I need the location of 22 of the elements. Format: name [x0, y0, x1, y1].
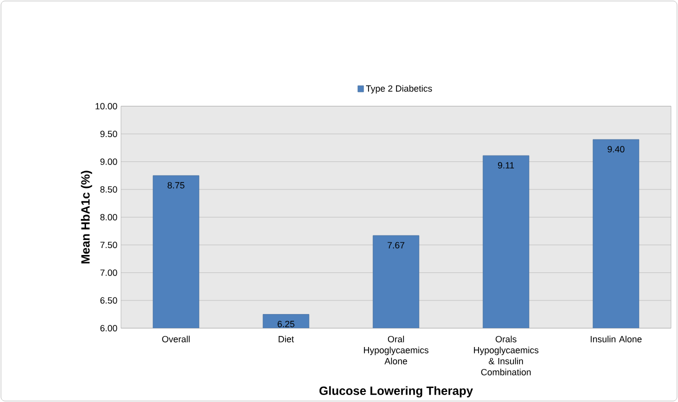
y-tick-label: 6.50	[100, 297, 118, 304]
data-label: 7.67	[388, 242, 404, 248]
y-tick-label: 7.50	[100, 242, 118, 248]
data-label: 9.11	[498, 162, 514, 168]
x-tick-label: Insulin Alone	[590, 336, 642, 342]
x-axis-title: Glucose Lowering Therapy	[319, 386, 473, 398]
data-label: 8.75	[168, 182, 184, 188]
y-tick-label: 6.00	[100, 324, 118, 332]
legend-label: Type 2 Diabetics	[366, 85, 432, 94]
x-tick-label: Overall	[162, 336, 190, 342]
y-tick-label: 8.50	[100, 186, 118, 193]
x-tick-label: Orals Hypoglycaemics & Insulin Combination	[474, 336, 538, 376]
y-tick-label: 9.00	[100, 158, 118, 165]
y-tick-label: 9.50	[100, 130, 118, 138]
data-label: 9.40	[608, 146, 624, 152]
x-tick-label: Diet	[278, 336, 294, 342]
y-tick-label: 8.00	[100, 214, 118, 220]
y-tick-label: 7.00	[100, 269, 118, 276]
data-label: 6.25	[278, 320, 294, 328]
y-axis-title: Mean HbA1c (%)	[80, 170, 92, 264]
y-tick-label: 10.00	[96, 102, 118, 110]
x-tick-label: Oral Hypoglycaemics Alone	[364, 336, 428, 364]
